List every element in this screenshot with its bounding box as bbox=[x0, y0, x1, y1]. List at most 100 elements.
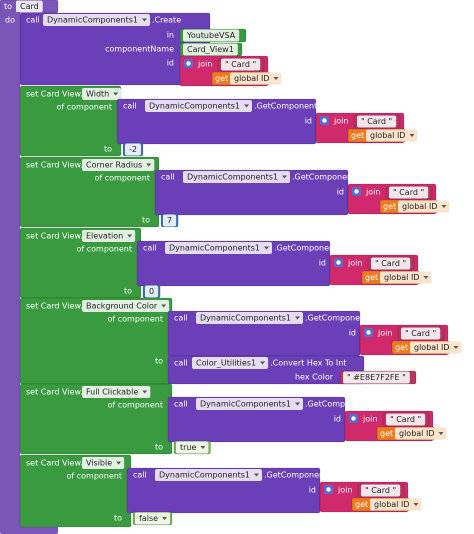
label: set Card View. bbox=[26, 161, 83, 170]
dropdown-arrow bbox=[142, 390, 148, 394]
procedure-name-text: Card bbox=[20, 2, 39, 11]
component-dropdown[interactable] bbox=[155, 469, 262, 481]
property-dropdown[interactable] bbox=[82, 386, 151, 398]
label: set Card View. bbox=[26, 388, 83, 397]
text-field bbox=[401, 327, 441, 340]
label: .GetComponent bbox=[254, 102, 317, 111]
component-dropdown[interactable] bbox=[196, 398, 303, 410]
text-field-text: " Card " bbox=[405, 329, 436, 338]
label: .GetComponent bbox=[292, 173, 355, 182]
dropdown-arrow bbox=[141, 18, 147, 22]
component-dropdown[interactable] bbox=[145, 100, 252, 112]
property-dropdown[interactable] bbox=[82, 457, 125, 469]
label: get bbox=[380, 429, 393, 438]
variable-dropdown[interactable] bbox=[380, 271, 432, 284]
dropdown-arrow bbox=[413, 503, 419, 506]
variable-dropdown[interactable] bbox=[410, 341, 462, 354]
label: call bbox=[123, 102, 137, 111]
label: set Card View. bbox=[26, 302, 83, 311]
dropdown-arrow bbox=[116, 461, 122, 465]
label: call bbox=[133, 471, 147, 480]
component-dropdown[interactable] bbox=[165, 242, 272, 254]
variable-dropdown-text: global ID bbox=[370, 131, 405, 140]
label: get bbox=[355, 500, 368, 509]
variable-dropdown[interactable] bbox=[366, 129, 418, 142]
value-field bbox=[163, 214, 177, 227]
dropdown-arrow bbox=[441, 205, 447, 208]
label: id bbox=[305, 117, 312, 126]
component-dropdown-text: DynamicComponents1 bbox=[149, 102, 240, 111]
value-field[interactable] bbox=[176, 441, 209, 454]
dropdown-arrow bbox=[161, 304, 167, 308]
value-field[interactable] bbox=[135, 512, 171, 525]
label: to bbox=[4, 2, 12, 11]
property-dropdown[interactable] bbox=[82, 230, 136, 242]
dropdown-arrow bbox=[113, 92, 119, 96]
mutator-gear bbox=[322, 118, 327, 123]
label: .GetComponent bbox=[274, 244, 337, 253]
mutator-gear bbox=[326, 487, 331, 492]
variable-dropdown[interactable] bbox=[230, 72, 282, 85]
label: of component bbox=[94, 174, 150, 183]
mutator-gear bbox=[186, 61, 191, 66]
mutator-gear bbox=[351, 416, 356, 421]
label: join bbox=[362, 415, 377, 424]
label: id bbox=[167, 59, 174, 68]
variable-dropdown-text: global ID bbox=[414, 343, 449, 352]
label: to bbox=[114, 514, 122, 523]
label: call bbox=[174, 359, 188, 368]
label: join bbox=[333, 117, 348, 126]
text-field bbox=[343, 371, 410, 384]
property-dropdown[interactable] bbox=[82, 300, 170, 312]
text-field bbox=[386, 413, 426, 426]
property-dropdown-text: Width bbox=[86, 90, 109, 99]
arg-field-text: Card_View1 bbox=[187, 45, 234, 54]
label: set Card View. bbox=[26, 232, 83, 241]
text-field bbox=[221, 58, 261, 71]
label: id bbox=[337, 188, 344, 197]
variable-dropdown[interactable] bbox=[395, 427, 447, 440]
label: join bbox=[365, 188, 380, 197]
dropdown-arrow bbox=[453, 346, 459, 349]
label: of component bbox=[76, 245, 132, 254]
label: in bbox=[167, 31, 174, 40]
label: get bbox=[383, 202, 396, 211]
text-field bbox=[357, 115, 397, 128]
dropdown-arrow bbox=[438, 432, 444, 435]
label: get bbox=[215, 74, 228, 83]
dropdown-arrow bbox=[243, 104, 249, 108]
procedure-body bbox=[0, 12, 20, 528]
value-field-text: true bbox=[180, 443, 196, 452]
property-dropdown[interactable] bbox=[82, 159, 155, 171]
label: set Card View. bbox=[26, 90, 83, 99]
component-dropdown[interactable] bbox=[192, 357, 269, 369]
label: of component bbox=[107, 315, 163, 324]
label: of component bbox=[107, 401, 163, 410]
component-dropdown[interactable] bbox=[43, 14, 150, 26]
label: to bbox=[124, 287, 132, 296]
dropdown-arrow bbox=[260, 361, 266, 365]
component-dropdown[interactable] bbox=[183, 171, 290, 183]
dropdown-arrow bbox=[127, 234, 133, 238]
property-dropdown-text: Corner Radius bbox=[86, 161, 142, 170]
mutator-gear bbox=[366, 330, 371, 335]
label: call bbox=[161, 173, 175, 182]
label: get bbox=[365, 273, 378, 282]
dropdown-arrow bbox=[273, 77, 279, 80]
dropdown-arrow bbox=[146, 163, 152, 167]
label: join bbox=[197, 60, 212, 69]
label: join bbox=[337, 486, 352, 495]
variable-dropdown[interactable] bbox=[398, 200, 450, 213]
value-field-text: 0 bbox=[149, 287, 154, 296]
label: call bbox=[174, 314, 188, 323]
label: set Card View. bbox=[26, 459, 83, 468]
component-dropdown-text: DynamicComponents1 bbox=[200, 314, 291, 323]
label: to bbox=[142, 216, 150, 225]
variable-dropdown[interactable] bbox=[370, 498, 422, 511]
value-field-text: 7 bbox=[167, 216, 172, 225]
dropdown-arrow bbox=[281, 175, 287, 179]
property-dropdown-text: Visible bbox=[86, 459, 112, 468]
component-dropdown[interactable] bbox=[196, 312, 303, 324]
property-dropdown[interactable] bbox=[82, 88, 122, 100]
label: .GetComponent bbox=[305, 400, 368, 409]
